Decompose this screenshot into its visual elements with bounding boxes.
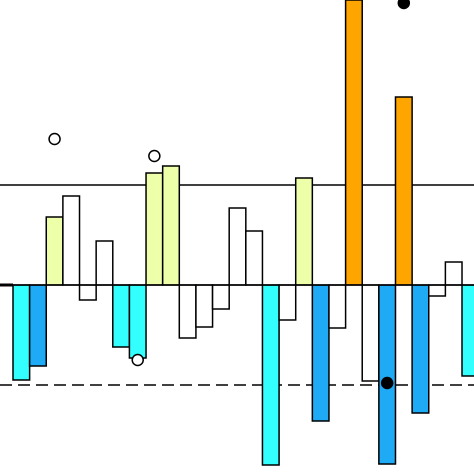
- bar: [78, 284, 97, 301]
- bar: [428, 284, 447, 297]
- bar: [228, 207, 247, 286]
- marker: [380, 376, 394, 390]
- bar: [178, 284, 197, 339]
- marker: [397, 0, 411, 10]
- bar: [195, 284, 214, 328]
- bar: [161, 165, 181, 286]
- bar: [328, 284, 347, 329]
- bar: [45, 216, 64, 286]
- bar: [211, 284, 230, 310]
- bar: [344, 0, 363, 286]
- bar: [394, 96, 413, 286]
- bar: [128, 284, 147, 359]
- marker: [48, 132, 61, 146]
- bar: [311, 284, 330, 422]
- bar: [245, 230, 264, 286]
- bar: [12, 284, 31, 381]
- bar: [444, 261, 463, 286]
- bar: [261, 284, 280, 466]
- bar: [361, 284, 380, 382]
- bar: [278, 284, 297, 321]
- bar: [411, 284, 430, 414]
- bar: [378, 284, 397, 465]
- bar: [62, 195, 81, 286]
- bar: [461, 284, 474, 377]
- bar: [95, 240, 114, 286]
- bar: [28, 284, 48, 367]
- bar: [145, 172, 164, 286]
- marker: [131, 353, 144, 367]
- bar: [294, 177, 314, 286]
- bar: [112, 284, 131, 348]
- marker: [148, 149, 161, 163]
